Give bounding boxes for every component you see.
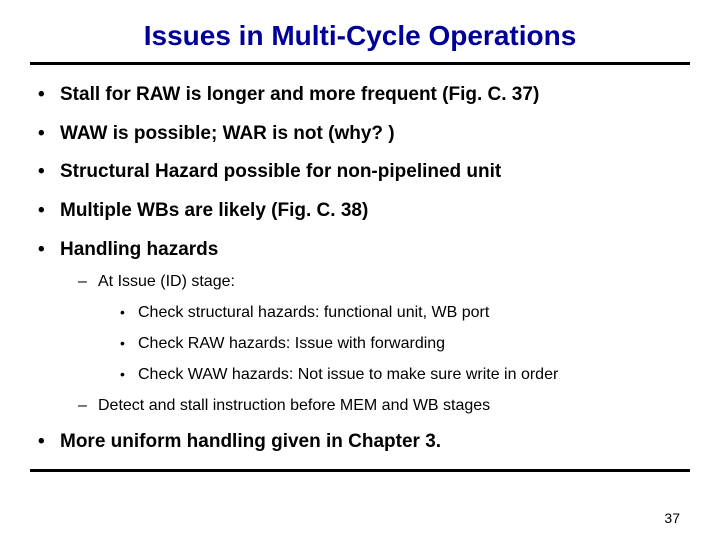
bullet-item: Handling hazards At Issue (ID) stage: Ch…: [30, 238, 690, 417]
bullet-item: WAW is possible; WAR is not (why? ): [30, 122, 690, 147]
bullet-text: Structural Hazard possible for non-pipel…: [60, 161, 501, 182]
footer-divider: [30, 469, 690, 472]
sub-sub-bullet-text: Check RAW hazards: Issue with forwarding: [138, 335, 445, 352]
sub-sub-bullet-list: Check structural hazards: functional uni…: [98, 303, 690, 385]
bullet-text: More uniform handling given in Chapter 3…: [60, 431, 441, 452]
bullet-text: Multiple WBs are likely (Fig. C. 38): [60, 200, 368, 221]
sub-sub-bullet-text: Check structural hazards: functional uni…: [138, 304, 489, 321]
sub-sub-bullet-text: Check WAW hazards: Not issue to make sur…: [138, 366, 558, 383]
bullet-list: Stall for RAW is longer and more frequen…: [30, 83, 690, 455]
bullet-text: Stall for RAW is longer and more frequen…: [60, 84, 539, 105]
sub-sub-bullet-item: Check WAW hazards: Not issue to make sur…: [120, 365, 690, 386]
bullet-item: Stall for RAW is longer and more frequen…: [30, 83, 690, 108]
slide-title: Issues in Multi-Cycle Operations: [30, 20, 690, 52]
bullet-item: More uniform handling given in Chapter 3…: [30, 430, 690, 455]
sub-bullet-list: At Issue (ID) stage: Check structural ha…: [60, 272, 690, 416]
sub-bullet-item: At Issue (ID) stage: Check structural ha…: [78, 272, 690, 385]
title-divider: [30, 62, 690, 65]
bullet-text: WAW is possible; WAR is not (why? ): [60, 123, 395, 144]
sub-bullet-text: At Issue (ID) stage:: [98, 273, 235, 290]
bullet-item: Structural Hazard possible for non-pipel…: [30, 160, 690, 185]
sub-sub-bullet-item: Check RAW hazards: Issue with forwarding: [120, 334, 690, 355]
bullet-text: Handling hazards: [60, 239, 218, 260]
sub-bullet-text: Detect and stall instruction before MEM …: [98, 397, 490, 414]
page-number: 37: [664, 510, 680, 526]
sub-sub-bullet-item: Check structural hazards: functional uni…: [120, 303, 690, 324]
bullet-item: Multiple WBs are likely (Fig. C. 38): [30, 199, 690, 224]
sub-bullet-item: Detect and stall instruction before MEM …: [78, 396, 690, 417]
